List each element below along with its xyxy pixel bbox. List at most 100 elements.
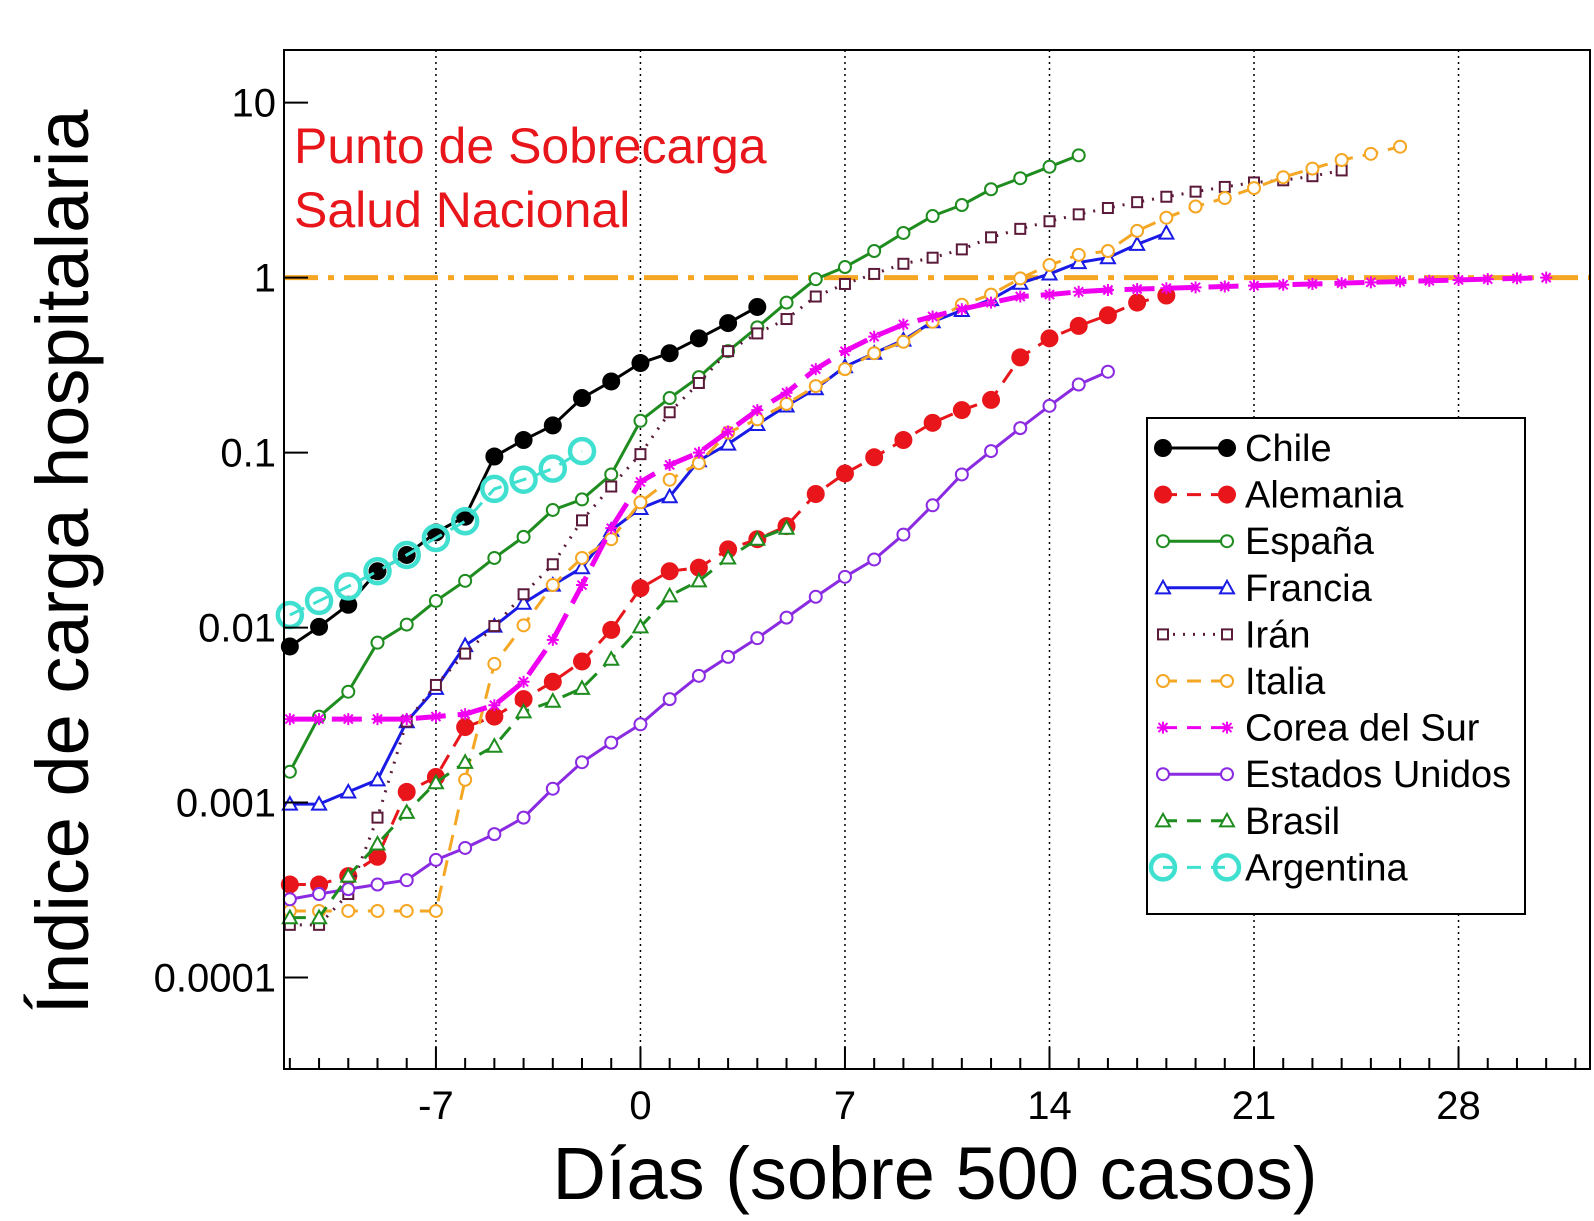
data-point <box>1277 278 1290 291</box>
legend-swatch-marker <box>1154 811 1172 828</box>
data-point <box>925 498 940 513</box>
series-corea-del-sur <box>283 271 1553 726</box>
data-point <box>281 908 299 925</box>
series-argentina <box>275 436 597 630</box>
data-point <box>545 781 560 796</box>
y-tick-label: 1 <box>254 257 276 301</box>
data-point <box>485 737 504 753</box>
data-point <box>1157 223 1176 240</box>
data-point <box>282 892 297 907</box>
legend-label: Argentina <box>1245 847 1409 889</box>
series-espana <box>282 148 1086 779</box>
data-point <box>334 572 363 601</box>
data-point <box>1189 185 1202 198</box>
data-point <box>952 401 971 420</box>
data-point <box>1481 273 1494 286</box>
data-point <box>662 472 677 487</box>
data-point <box>397 782 416 801</box>
data-point <box>982 390 1001 409</box>
data-point <box>516 529 531 544</box>
data-point <box>896 527 911 542</box>
data-point <box>458 772 473 787</box>
data-point <box>339 595 358 614</box>
data-point <box>576 579 589 592</box>
legend-entry: Francia <box>1154 568 1373 610</box>
data-point <box>604 532 619 547</box>
data-point <box>304 586 334 616</box>
data-point <box>1305 161 1320 176</box>
data-point <box>1014 222 1027 235</box>
data-point <box>459 647 472 660</box>
data-point <box>1043 215 1056 228</box>
data-point <box>985 296 998 309</box>
data-point <box>867 243 882 258</box>
data-point <box>575 755 590 770</box>
data-point <box>631 579 650 598</box>
data-point <box>1247 181 1262 196</box>
data-point <box>605 522 618 535</box>
x-tick-label: 28 <box>1436 1084 1481 1128</box>
data-point <box>633 717 648 732</box>
data-point <box>310 908 328 925</box>
data-point <box>867 552 882 567</box>
data-point <box>368 562 387 581</box>
data-point <box>421 523 451 553</box>
data-point <box>429 710 442 723</box>
data-point <box>634 448 647 461</box>
data-point <box>543 416 562 435</box>
data-point <box>721 649 736 664</box>
data-point <box>662 692 677 707</box>
data-point <box>1364 276 1377 289</box>
data-point <box>514 702 533 719</box>
data-point <box>546 633 559 646</box>
series-brasil <box>281 519 796 925</box>
data-point <box>631 354 650 373</box>
legend-label: Corea del Sur <box>1245 708 1480 750</box>
data-point <box>341 684 356 699</box>
data-point <box>1218 180 1231 193</box>
data-point <box>485 707 504 726</box>
data-point <box>1011 348 1030 367</box>
data-point <box>487 550 502 565</box>
data-point <box>371 811 384 824</box>
data-point <box>487 827 502 842</box>
data-point <box>573 558 591 575</box>
series-italia <box>282 139 1408 918</box>
data-point <box>689 558 708 577</box>
data-point <box>806 485 825 504</box>
data-point <box>339 867 357 883</box>
data-point <box>602 650 620 666</box>
data-point <box>691 668 706 683</box>
legend-entry: Irán <box>1157 614 1310 656</box>
data-point <box>690 571 708 588</box>
data-point <box>660 586 679 603</box>
data-point <box>1363 146 1378 161</box>
data-point <box>514 594 533 610</box>
data-point <box>1098 306 1117 325</box>
data-point <box>427 773 445 790</box>
data-point <box>576 514 589 527</box>
data-point <box>926 310 939 323</box>
data-point <box>1217 191 1232 206</box>
legend-swatch-marker <box>1154 578 1172 595</box>
data-point <box>808 379 823 394</box>
legend-swatch-marker <box>1154 439 1172 457</box>
data-point <box>984 182 999 197</box>
data-point <box>954 198 969 213</box>
data-point <box>809 363 822 376</box>
data-point <box>1013 271 1028 286</box>
data-point <box>867 346 882 361</box>
data-point <box>985 231 998 244</box>
data-point <box>370 903 385 918</box>
data-point <box>310 617 329 636</box>
data-point <box>923 413 942 432</box>
data-point <box>488 699 501 712</box>
data-point <box>517 675 530 688</box>
data-point <box>1128 293 1147 312</box>
data-point <box>1072 285 1085 298</box>
data-point <box>1130 223 1145 238</box>
data-point <box>838 345 851 358</box>
data-point <box>1100 364 1115 379</box>
data-point <box>663 406 676 419</box>
